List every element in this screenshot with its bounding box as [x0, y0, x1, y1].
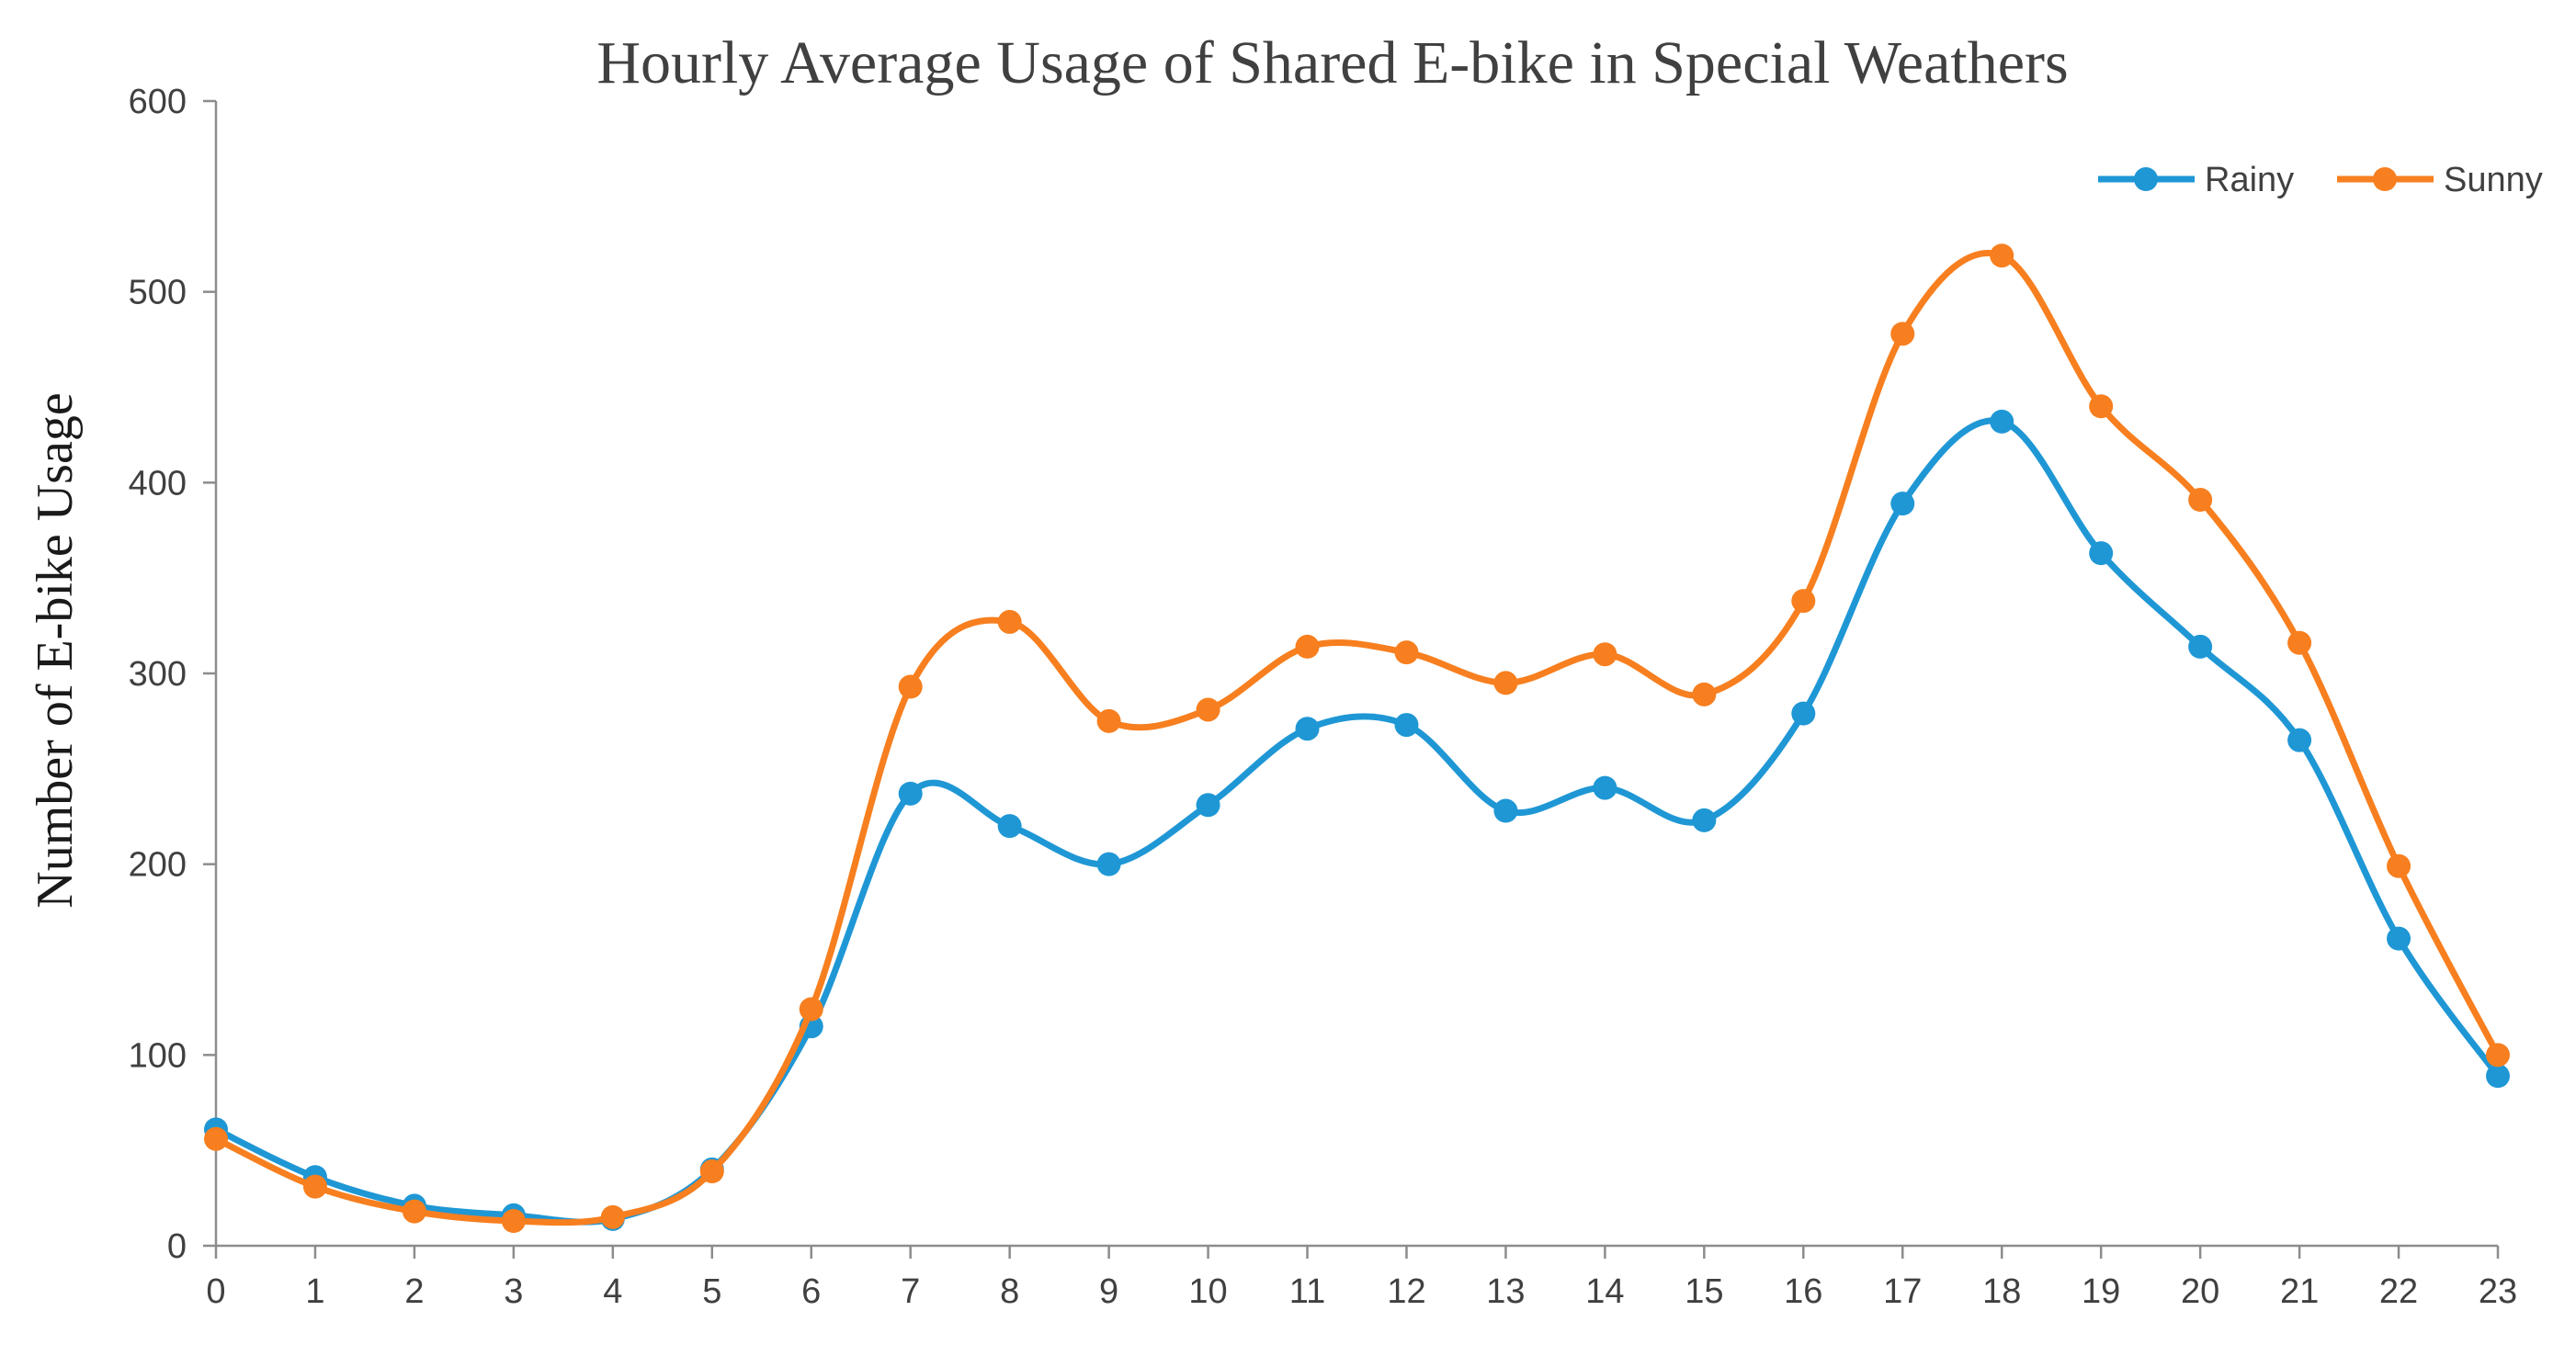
series-rainy [204, 409, 2510, 1231]
data-point-rainy [898, 781, 923, 806]
x-tick-label: 1 [305, 1272, 324, 1311]
x-tick-label: 20 [2181, 1272, 2219, 1311]
legend-item-rainy: Rainy [2098, 161, 2294, 199]
y-tick-label: 200 [129, 846, 187, 885]
data-point-rainy [1196, 793, 1220, 818]
x-tick-label: 16 [1784, 1272, 1822, 1311]
data-point-rainy [1493, 798, 1518, 823]
y-tick-label: 500 [129, 274, 187, 312]
data-point-rainy [2287, 728, 2312, 752]
data-point-sunny [799, 997, 823, 1022]
data-point-sunny [1990, 243, 2014, 268]
series-layer [204, 243, 2510, 1234]
data-point-sunny [1493, 671, 1518, 695]
data-point-sunny [204, 1126, 228, 1151]
x-tick-label: 5 [702, 1272, 721, 1311]
x-tick-label: 15 [1685, 1272, 1723, 1311]
data-point-sunny [1692, 682, 1717, 706]
data-point-rainy [1096, 852, 1121, 876]
data-point-sunny [501, 1209, 526, 1234]
y-axis-label: Number of E-bike Usage [27, 392, 84, 908]
data-point-sunny [2486, 1043, 2510, 1068]
data-point-rainy [2486, 1064, 2510, 1089]
data-point-sunny [302, 1174, 327, 1199]
x-tick-label: 9 [1099, 1272, 1118, 1311]
data-point-sunny [1890, 322, 1915, 346]
data-point-rainy [2387, 926, 2411, 951]
data-point-sunny [997, 609, 1022, 634]
x-tick-label: 18 [1982, 1272, 2021, 1311]
x-tick-label: 10 [1188, 1272, 1227, 1311]
data-point-sunny [600, 1204, 625, 1229]
legend-item-sunny: Sunny [2337, 161, 2543, 199]
data-point-rainy [2089, 541, 2114, 566]
legend-label-sunny: Sunny [2444, 161, 2543, 199]
x-tick-label: 8 [1000, 1272, 1019, 1311]
legend-marker-sunny [2373, 167, 2397, 191]
y-tick-label: 300 [129, 655, 187, 694]
x-tick-label: 11 [1289, 1272, 1325, 1311]
data-point-rainy [1791, 701, 1816, 726]
data-point-rainy [997, 814, 1022, 839]
data-point-sunny [1394, 640, 1419, 665]
x-tick-label: 4 [603, 1272, 622, 1311]
x-tick-label: 22 [2379, 1272, 2418, 1311]
data-point-rainy [1295, 717, 1320, 741]
data-point-sunny [1593, 642, 1617, 667]
series-line-sunny [212, 250, 2502, 1226]
data-point-sunny [2188, 488, 2213, 513]
data-point-rainy [1990, 409, 2014, 434]
data-point-sunny [1096, 708, 1121, 733]
legend-label-rainy: Rainy [2205, 161, 2294, 199]
x-tick-label: 23 [2479, 1272, 2517, 1311]
data-point-rainy [1890, 492, 1915, 516]
series-line-rainy [212, 417, 2502, 1226]
x-tick-label: 13 [1486, 1272, 1525, 1311]
x-tick-label: 6 [801, 1272, 821, 1311]
y-tick-label: 100 [129, 1036, 187, 1075]
data-point-sunny [2387, 853, 2411, 878]
data-point-sunny [1295, 634, 1320, 659]
data-point-rainy [1692, 808, 1717, 832]
data-point-sunny [1196, 697, 1220, 722]
data-point-sunny [699, 1159, 724, 1184]
data-point-sunny [2287, 630, 2312, 655]
x-tick-label: 3 [504, 1272, 523, 1311]
data-point-rainy [1394, 713, 1419, 738]
x-tick-label: 19 [2082, 1272, 2120, 1311]
data-point-rainy [2188, 634, 2213, 659]
data-point-sunny [402, 1199, 426, 1224]
x-tick-label: 12 [1387, 1272, 1425, 1311]
y-tick-label: 600 [129, 83, 187, 121]
data-point-sunny [898, 674, 923, 699]
chart-title: Hourly Average Usage of Shared E-bike in… [596, 29, 2068, 96]
x-tick-label: 7 [901, 1272, 920, 1311]
data-point-rainy [1593, 775, 1617, 800]
y-tick-label: 0 [167, 1227, 187, 1266]
data-point-sunny [1791, 589, 1816, 614]
y-tick-label: 400 [129, 464, 187, 503]
x-tick-label: 14 [1585, 1272, 1624, 1311]
data-point-sunny [2089, 394, 2114, 419]
legend: Rainy Sunny [2098, 161, 2543, 199]
legend-marker-rainy [2134, 167, 2158, 191]
x-tick-label: 0 [206, 1272, 225, 1311]
x-tick-label: 17 [1883, 1272, 1922, 1311]
x-tick-label: 2 [404, 1272, 424, 1311]
x-tick-label: 21 [2280, 1272, 2319, 1311]
series-sunny [204, 243, 2510, 1234]
